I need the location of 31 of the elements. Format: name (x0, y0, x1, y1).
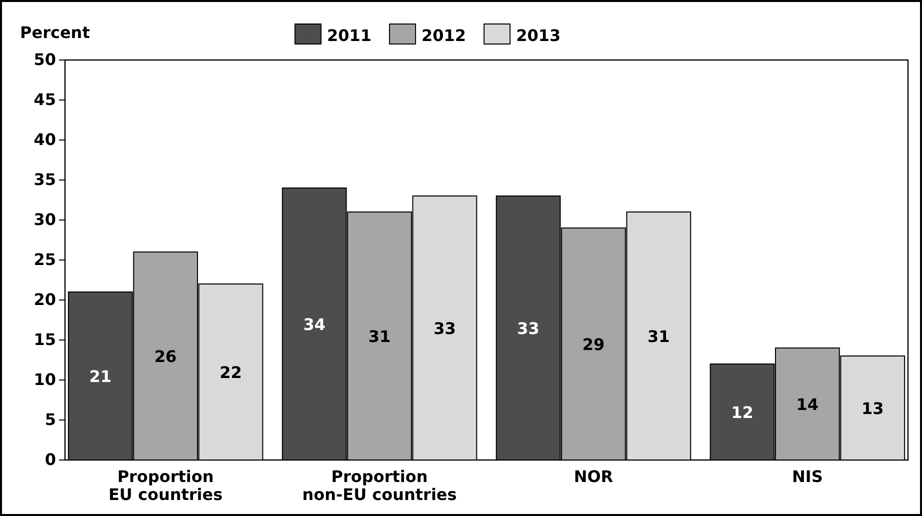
y-tick-label: 50 (34, 50, 56, 70)
y-tick-label: 0 (44, 450, 56, 470)
legend-label: 2011 (327, 26, 372, 45)
data-label: 31 (648, 327, 670, 346)
data-label: 33 (434, 319, 456, 338)
y-tick-label: 5 (44, 410, 56, 430)
x-tick-label: Proportion EU countries (108, 467, 223, 504)
y-tick-label: 35 (34, 170, 56, 190)
data-label: 31 (368, 327, 391, 346)
y-tick-label: 20 (34, 290, 56, 310)
data-label: 22 (220, 363, 242, 382)
data-label: 29 (582, 335, 605, 354)
data-label: 34 (303, 315, 326, 334)
y-tick-label: 40 (34, 130, 56, 150)
legend-label: 2012 (422, 26, 466, 45)
data-label: 33 (517, 319, 540, 338)
y-axis-title: Percent (20, 23, 90, 42)
y-tick-label: 25 (34, 250, 56, 270)
data-label: 12 (731, 403, 754, 422)
y-tick-label: 15 (34, 330, 56, 350)
data-label: 14 (796, 395, 819, 414)
y-tick-label: 10 (34, 370, 56, 390)
y-tick-label: 30 (34, 210, 56, 230)
legend-label: 2013 (516, 26, 561, 45)
data-label: 21 (89, 367, 112, 386)
data-label: 13 (861, 399, 884, 418)
y-tick-label: 45 (34, 90, 56, 110)
x-tick-label: Proportion non-EU countries (302, 467, 457, 504)
x-tick-label: NIS (792, 467, 823, 486)
data-label: 26 (154, 347, 177, 366)
x-tick-label: NOR (574, 467, 614, 486)
